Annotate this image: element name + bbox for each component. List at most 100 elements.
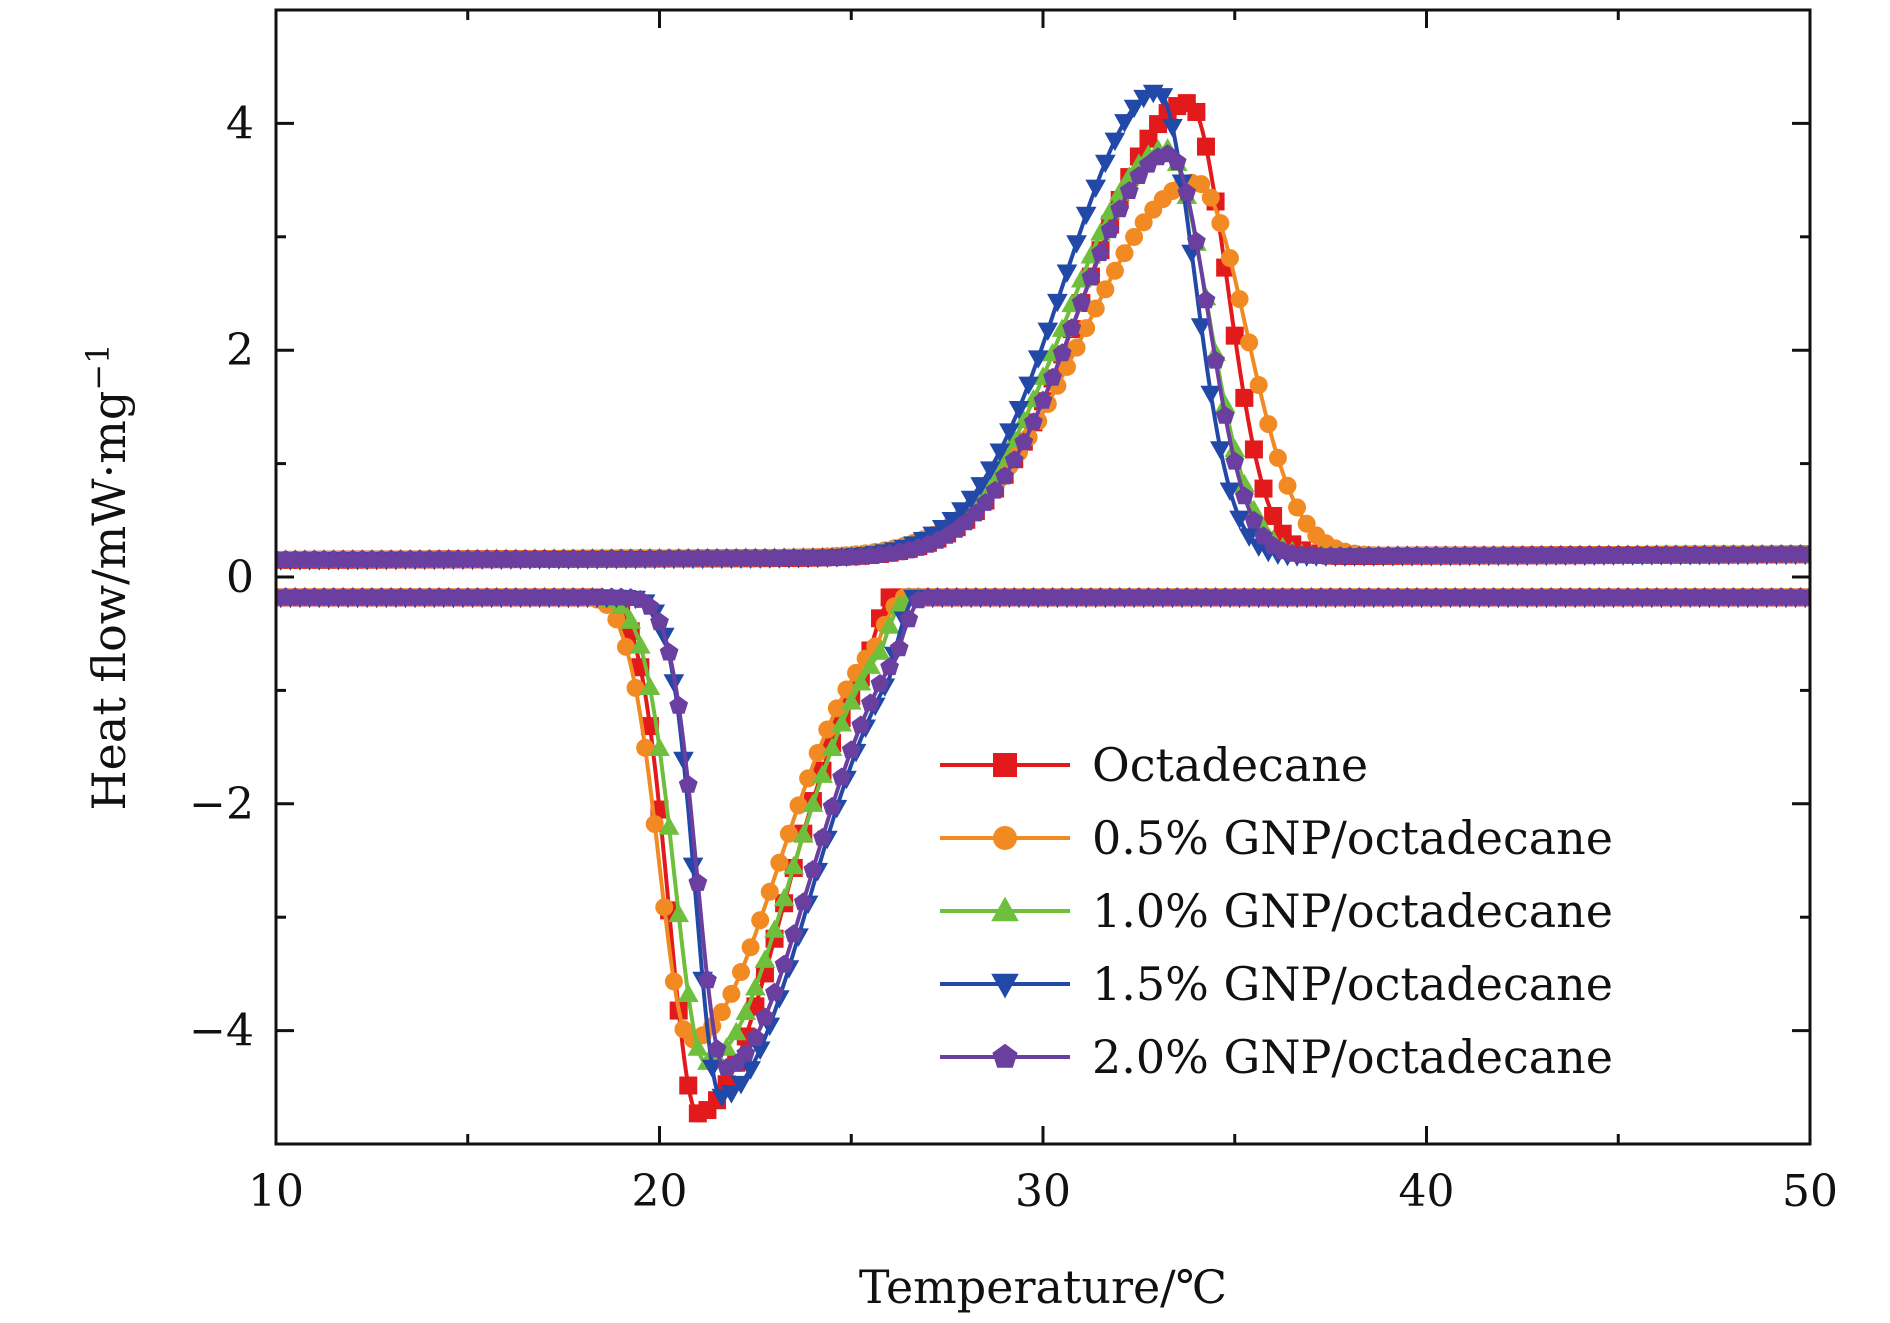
data-point-marker xyxy=(1110,199,1130,218)
data-point-marker xyxy=(989,443,1011,462)
data-point-marker xyxy=(1235,388,1254,407)
data-point-marker xyxy=(645,815,664,834)
legend-item: 1.0% GNP/octadecane xyxy=(940,884,1613,938)
data-point-marker xyxy=(1214,394,1236,413)
data-point-marker xyxy=(812,764,833,783)
x-tick-label: 20 xyxy=(632,1166,688,1217)
data-point-marker xyxy=(985,480,1005,499)
data-point-marker xyxy=(659,642,679,661)
data-point-marker xyxy=(745,977,766,996)
data-point-marker xyxy=(1215,405,1235,424)
y-axis-title-main: Heat flow/mW·mg xyxy=(82,391,136,811)
legend-marker xyxy=(993,753,1017,777)
data-point-marker xyxy=(1004,450,1024,469)
x-tick-label: 40 xyxy=(1399,1166,1455,1217)
data-point-marker xyxy=(636,738,655,757)
data-point-marker xyxy=(650,612,669,631)
data-point-marker xyxy=(1057,357,1076,376)
legend-label: 2.0% GNP/octadecane xyxy=(1092,1030,1613,1084)
data-point-marker xyxy=(678,774,698,793)
data-point-marker xyxy=(607,610,626,629)
data-point-marker xyxy=(687,1037,709,1056)
y-tick-label: −2 xyxy=(189,779,254,830)
legend-item: 1.5% GNP/octadecane xyxy=(940,957,1613,1011)
data-point-marker xyxy=(979,461,1001,480)
data-point-marker xyxy=(649,737,670,757)
legend-item: 2.0% GNP/octadecane xyxy=(940,1030,1613,1084)
data-point-marker xyxy=(682,857,704,877)
data-point-marker xyxy=(827,699,846,718)
data-point-marker xyxy=(1800,587,1810,606)
data-point-marker xyxy=(1171,174,1193,193)
data-point-marker xyxy=(1047,293,1068,313)
data-point-marker xyxy=(664,972,683,991)
data-point-marker xyxy=(1018,376,1039,396)
data-point-marker xyxy=(1200,385,1222,405)
data-point-marker xyxy=(640,596,660,615)
data-point-marker xyxy=(1077,319,1096,338)
data-point-marker xyxy=(731,963,750,982)
data-point-marker xyxy=(1024,412,1043,431)
data-point-marker xyxy=(1219,482,1241,501)
data-point-marker xyxy=(808,743,827,762)
data-point-marker xyxy=(1075,206,1097,226)
data-point-marker xyxy=(760,882,779,901)
data-point-marker xyxy=(1211,214,1230,233)
data-point-marker xyxy=(688,873,708,891)
legend-item: 0.5% GNP/octadecane xyxy=(940,811,1613,865)
data-point-marker xyxy=(629,635,651,654)
data-point-marker xyxy=(793,892,813,911)
data-point-marker xyxy=(1244,510,1264,529)
data-point-marker xyxy=(620,610,642,629)
data-point-marker xyxy=(1123,99,1145,119)
data-point-marker xyxy=(1264,506,1283,525)
data-point-marker xyxy=(1096,280,1115,299)
data-point-marker xyxy=(746,1028,765,1046)
data-point-marker xyxy=(616,637,635,656)
x-tick-label: 10 xyxy=(248,1166,304,1217)
series-5 xyxy=(276,144,1810,1076)
data-point-marker xyxy=(999,423,1020,442)
data-point-marker xyxy=(725,1021,747,1041)
data-point-marker xyxy=(1196,290,1216,309)
data-point-marker xyxy=(730,1075,752,1095)
data-point-marker xyxy=(1220,249,1239,268)
data-point-marker xyxy=(1100,220,1120,239)
data-point-marker xyxy=(1259,415,1278,434)
data-point-marker xyxy=(1037,322,1059,342)
legend-item: Octadecane xyxy=(940,738,1368,792)
data-point-marker xyxy=(740,1061,761,1080)
data-point-marker xyxy=(813,827,832,846)
data-point-marker xyxy=(789,796,808,815)
data-point-marker xyxy=(1268,448,1287,467)
heating-markers xyxy=(276,84,1810,571)
data-point-marker xyxy=(712,1003,731,1022)
data-point-marker xyxy=(639,676,661,696)
x-tick-label: 50 xyxy=(1782,1166,1838,1217)
data-point-marker xyxy=(1162,118,1183,138)
data-point-marker xyxy=(701,1059,723,1079)
data-point-marker xyxy=(1104,132,1126,152)
data-point-marker xyxy=(707,1039,727,1058)
legend-label: 1.5% GNP/octadecane xyxy=(1092,957,1613,1011)
data-point-marker xyxy=(764,919,785,938)
data-point-marker xyxy=(749,1041,771,1061)
data-point-marker xyxy=(861,693,880,712)
data-point-marker xyxy=(765,982,784,1001)
data-point-marker xyxy=(784,924,804,943)
legend-marker xyxy=(993,826,1017,850)
data-point-marker xyxy=(870,674,890,692)
data-point-marker xyxy=(677,983,699,1002)
data-point-marker xyxy=(1254,479,1273,498)
data-point-marker xyxy=(1196,137,1215,156)
data-point-marker xyxy=(821,737,843,757)
data-point-marker xyxy=(802,793,824,812)
data-point-marker xyxy=(754,949,776,968)
data-point-marker xyxy=(655,898,674,917)
data-point-marker xyxy=(1229,510,1250,530)
data-point-marker xyxy=(668,903,690,923)
data-point-marker xyxy=(1114,114,1135,133)
data-point-marker xyxy=(679,1076,698,1095)
data-point-marker xyxy=(995,466,1015,485)
